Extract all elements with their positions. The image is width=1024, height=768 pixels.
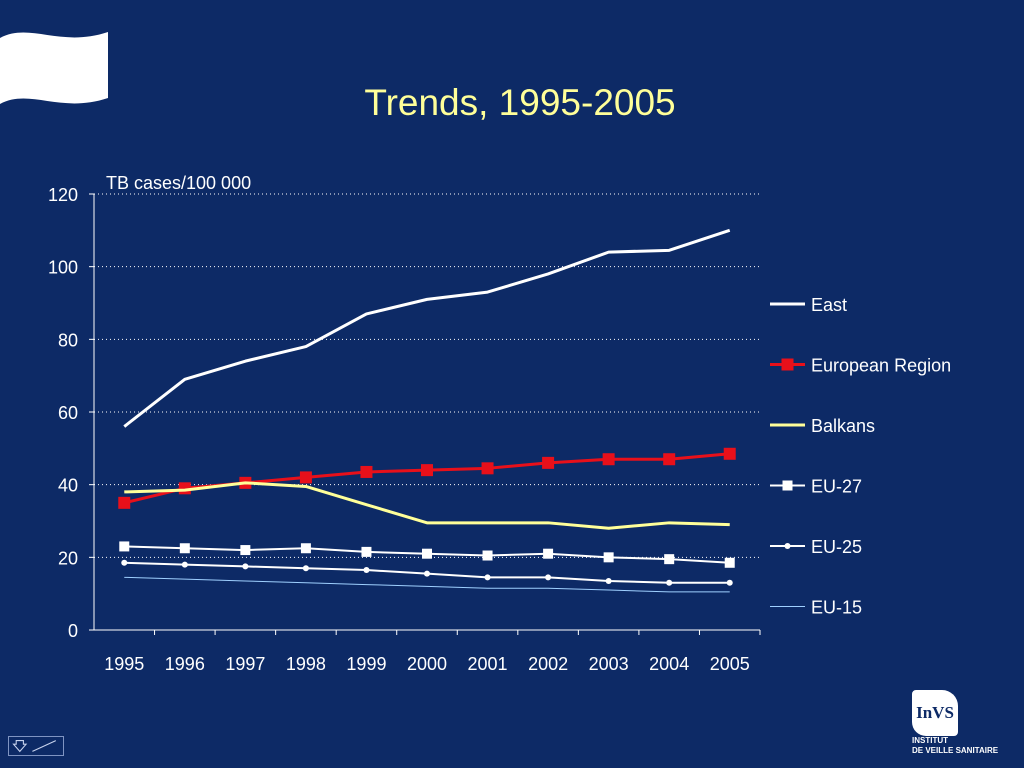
legend-label-east: East	[811, 295, 847, 315]
invs-logo: InVS INSTITUT DE VEILLE SANITAIRE	[912, 690, 1004, 756]
data-point-eu-27	[300, 543, 311, 554]
data-point-eu-27	[361, 546, 372, 557]
data-point-eu-25	[302, 565, 309, 572]
x-tick-label: 1996	[165, 654, 205, 674]
data-point-eu-25	[484, 574, 491, 581]
legend-marker-european-region	[781, 358, 794, 371]
data-point-eu-25	[545, 574, 552, 581]
legend-label-eu-15: EU-15	[811, 598, 862, 618]
legend-marker-eu-27	[782, 480, 793, 491]
y-axis-label: TB cases/100 000	[106, 173, 251, 193]
data-point-eu-27	[724, 557, 735, 568]
data-point-european-region	[481, 462, 494, 475]
data-point-european-region	[421, 464, 433, 477]
legend-label-european-region: European Region	[811, 356, 951, 376]
y-tick-label: 40	[58, 476, 78, 496]
x-tick-label: 2004	[649, 654, 689, 674]
data-point-eu-27	[179, 543, 190, 554]
series-line-european-region	[123, 452, 730, 505]
legend-marker-eu-25	[784, 543, 791, 549]
flag-decoration	[0, 32, 108, 104]
y-tick-label: 20	[58, 548, 78, 568]
legend-label-balkans: Balkans	[811, 416, 875, 436]
x-tick-label: 2000	[407, 654, 447, 674]
x-tick-label: 1999	[346, 654, 386, 674]
data-point-eu-25	[424, 570, 430, 577]
logo-line-1: INSTITUT	[912, 736, 948, 745]
data-point-eu-25	[242, 563, 249, 570]
data-point-eu-27	[664, 554, 675, 565]
data-point-european-region	[360, 465, 373, 478]
y-tick-label: 0	[68, 621, 78, 641]
invs-logo-mark: InVS	[912, 690, 958, 736]
data-point-eu-25	[666, 579, 673, 586]
y-tick-label: 60	[58, 403, 78, 423]
data-point-eu-25	[605, 577, 612, 584]
data-point-european-region	[542, 456, 555, 469]
y-tick-label: 80	[58, 330, 78, 350]
logo-line-2: DE VEILLE SANITAIRE	[912, 746, 999, 755]
data-point-european-region	[663, 453, 676, 466]
data-point-european-region	[118, 496, 131, 509]
x-tick-label: 2003	[589, 654, 629, 674]
data-point-european-region	[602, 453, 615, 466]
x-tick-label: 2005	[710, 654, 750, 674]
series-line-balkans	[124, 481, 730, 530]
slide-navigation-icon[interactable]	[8, 736, 64, 756]
data-point-eu-27	[603, 552, 614, 563]
data-point-eu-27	[422, 548, 432, 559]
data-point-eu-27	[119, 541, 130, 552]
y-tick-label: 120	[48, 185, 78, 205]
y-tick-label: 100	[48, 258, 78, 278]
data-point-eu-27	[482, 550, 493, 561]
data-point-eu-25	[726, 579, 733, 586]
data-point-eu-25	[181, 561, 188, 568]
x-tick-label: 2002	[528, 654, 568, 674]
x-tick-label: 1995	[104, 654, 144, 674]
data-point-eu-25	[121, 559, 128, 566]
legend-label-eu-25: EU-25	[811, 537, 862, 557]
series-line-eu-15	[124, 576, 730, 593]
x-tick-label: 2001	[468, 654, 508, 674]
series-line-east	[123, 228, 731, 428]
legend-label-eu-27: EU-27	[811, 477, 862, 497]
x-tick-label: 1997	[225, 654, 265, 674]
data-point-european-region	[723, 447, 736, 460]
data-point-eu-27	[543, 548, 554, 559]
data-point-eu-27	[240, 545, 251, 556]
x-tick-label: 1998	[286, 654, 326, 674]
data-point-european-region	[299, 471, 312, 484]
data-point-eu-25	[363, 567, 370, 574]
slide-title: Trends, 1995-2005	[364, 82, 676, 123]
